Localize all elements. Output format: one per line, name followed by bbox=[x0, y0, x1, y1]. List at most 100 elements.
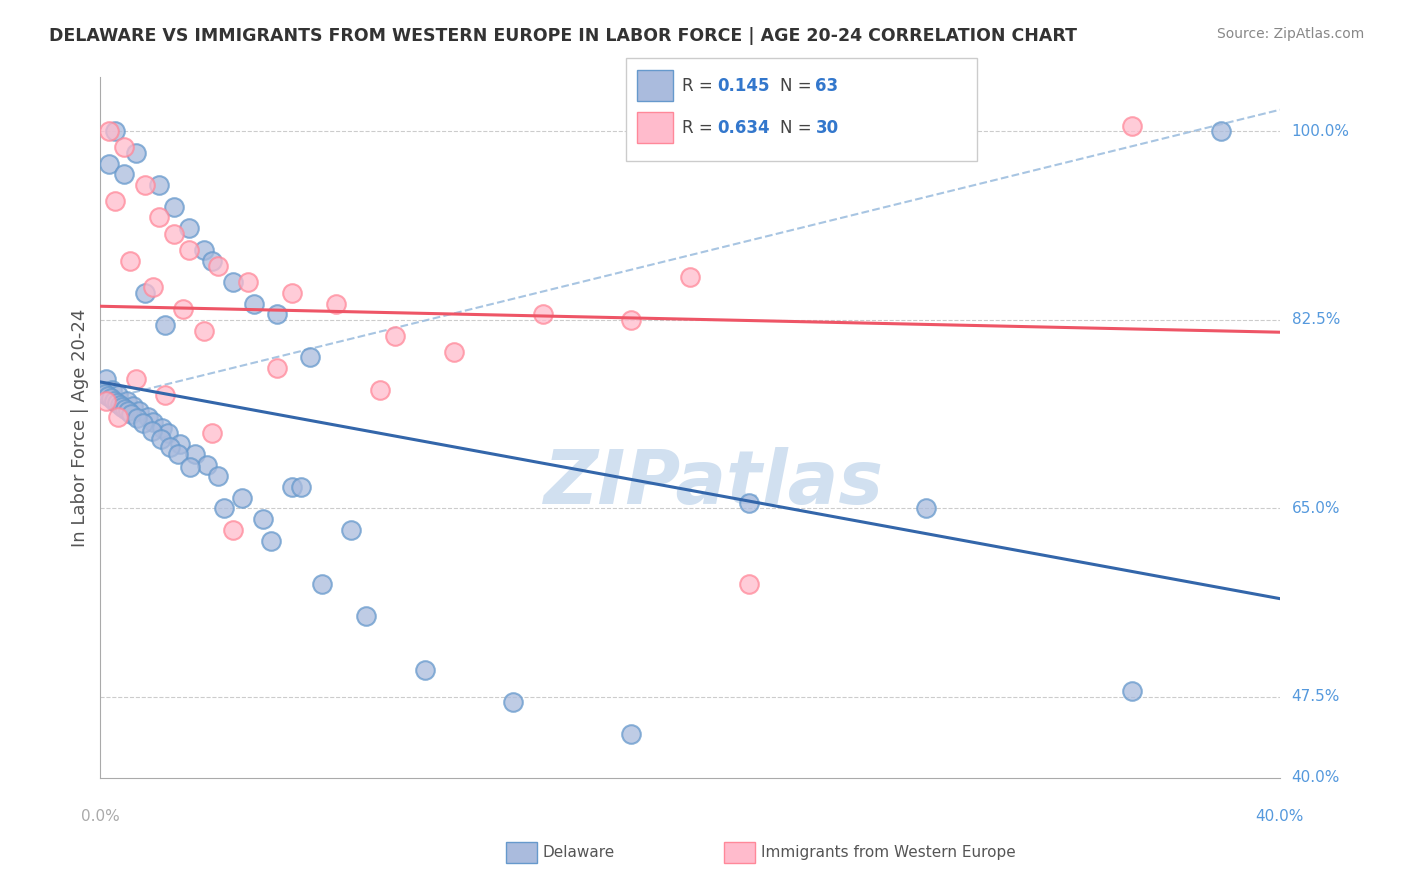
Point bbox=[207, 469, 229, 483]
Point bbox=[502, 695, 524, 709]
Point bbox=[134, 285, 156, 300]
Point bbox=[620, 313, 643, 327]
Text: 47.5%: 47.5% bbox=[1292, 690, 1340, 705]
Point bbox=[96, 372, 118, 386]
Text: 0.634: 0.634 bbox=[717, 119, 769, 136]
Text: R =: R = bbox=[682, 119, 718, 136]
Point bbox=[620, 727, 643, 741]
Point bbox=[98, 156, 121, 170]
Text: N =: N = bbox=[780, 119, 817, 136]
Point bbox=[1121, 119, 1143, 133]
Point bbox=[94, 387, 117, 401]
Point bbox=[231, 491, 253, 505]
Text: 100.0%: 100.0% bbox=[1292, 124, 1350, 139]
Point bbox=[132, 416, 155, 430]
Text: R =: R = bbox=[682, 77, 718, 95]
Point bbox=[157, 425, 180, 440]
Point bbox=[128, 404, 150, 418]
Point bbox=[155, 318, 177, 333]
Point bbox=[738, 496, 761, 510]
Point bbox=[222, 523, 245, 537]
Point bbox=[201, 253, 224, 268]
Text: Immigrants from Western Europe: Immigrants from Western Europe bbox=[761, 846, 1015, 860]
Point bbox=[125, 372, 148, 386]
Point bbox=[150, 420, 173, 434]
Point bbox=[281, 285, 304, 300]
Point bbox=[252, 512, 274, 526]
Text: DELAWARE VS IMMIGRANTS FROM WESTERN EUROPE IN LABOR FORCE | AGE 20-24 CORRELATIO: DELAWARE VS IMMIGRANTS FROM WESTERN EURO… bbox=[49, 27, 1077, 45]
Point bbox=[281, 480, 304, 494]
Point bbox=[91, 384, 114, 399]
Point bbox=[141, 424, 163, 438]
Point bbox=[443, 345, 465, 359]
Point bbox=[179, 460, 201, 475]
Point bbox=[112, 140, 135, 154]
Text: 65.0%: 65.0% bbox=[1292, 500, 1340, 516]
Point bbox=[167, 447, 190, 461]
Point bbox=[108, 398, 131, 412]
Point bbox=[242, 296, 264, 310]
Point bbox=[104, 194, 127, 209]
Point bbox=[195, 458, 218, 473]
Point bbox=[915, 501, 938, 516]
Text: Source: ZipAtlas.com: Source: ZipAtlas.com bbox=[1216, 27, 1364, 41]
Text: Delaware: Delaware bbox=[543, 846, 614, 860]
Point bbox=[207, 259, 229, 273]
Point bbox=[98, 124, 121, 138]
Point bbox=[177, 221, 200, 235]
Point bbox=[127, 410, 149, 425]
Point bbox=[114, 402, 136, 417]
Point bbox=[107, 409, 129, 424]
Point bbox=[159, 440, 181, 454]
Point bbox=[212, 501, 235, 516]
Point bbox=[370, 383, 392, 397]
Y-axis label: In Labor Force | Age 20-24: In Labor Force | Age 20-24 bbox=[72, 309, 89, 547]
Point bbox=[201, 425, 224, 440]
Point bbox=[111, 400, 134, 414]
Point bbox=[134, 178, 156, 193]
Point bbox=[155, 388, 177, 402]
Point bbox=[125, 145, 148, 160]
Text: 82.5%: 82.5% bbox=[1292, 312, 1340, 327]
Point bbox=[531, 307, 554, 321]
Point bbox=[266, 361, 288, 376]
Point bbox=[413, 663, 436, 677]
Point bbox=[142, 415, 165, 429]
Point bbox=[340, 523, 363, 537]
Point bbox=[107, 388, 129, 402]
Text: 40.0%: 40.0% bbox=[1292, 770, 1340, 785]
Point bbox=[112, 167, 135, 181]
Text: 0.145: 0.145 bbox=[717, 77, 769, 95]
Point bbox=[183, 447, 205, 461]
Point bbox=[142, 280, 165, 294]
Point bbox=[105, 395, 128, 409]
Point bbox=[136, 409, 159, 424]
Text: 30: 30 bbox=[815, 119, 838, 136]
Point bbox=[148, 211, 170, 225]
Point bbox=[1209, 124, 1232, 138]
Point bbox=[115, 393, 138, 408]
Point bbox=[260, 533, 283, 548]
Point bbox=[325, 296, 347, 310]
Text: ZIPatlas: ZIPatlas bbox=[544, 447, 884, 520]
Point bbox=[101, 383, 124, 397]
Point bbox=[163, 200, 186, 214]
Point bbox=[148, 178, 170, 193]
Point bbox=[163, 227, 186, 241]
Text: N =: N = bbox=[780, 77, 817, 95]
Point bbox=[354, 609, 377, 624]
Point bbox=[104, 124, 127, 138]
Point bbox=[193, 324, 215, 338]
Point bbox=[121, 399, 143, 413]
Point bbox=[1121, 684, 1143, 698]
Point bbox=[100, 392, 122, 406]
Point bbox=[193, 243, 215, 257]
Text: 40.0%: 40.0% bbox=[1256, 809, 1305, 824]
Text: 0.0%: 0.0% bbox=[82, 809, 120, 824]
Point bbox=[117, 404, 139, 418]
Point bbox=[738, 576, 761, 591]
Point bbox=[177, 243, 200, 257]
Point bbox=[118, 253, 141, 268]
Point bbox=[679, 269, 702, 284]
Point bbox=[222, 275, 245, 289]
